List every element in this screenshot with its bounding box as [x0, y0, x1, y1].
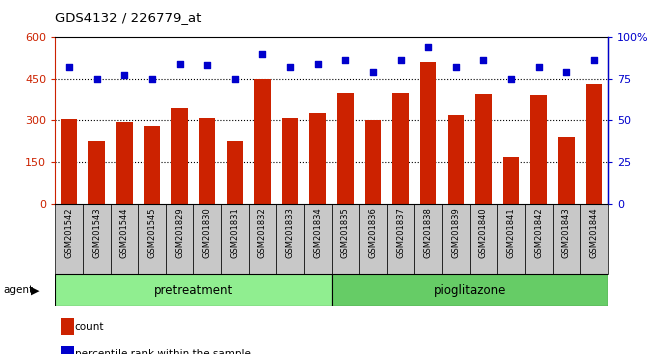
Text: GSM201844: GSM201844 — [590, 207, 599, 258]
Text: GSM201831: GSM201831 — [230, 207, 239, 258]
Bar — [530, 96, 547, 204]
Bar — [309, 113, 326, 204]
Text: percentile rank within the sample: percentile rank within the sample — [75, 349, 250, 354]
Bar — [447, 115, 464, 204]
Bar — [248, 204, 276, 274]
Text: GSM201832: GSM201832 — [258, 207, 267, 258]
Bar — [254, 79, 271, 204]
Text: GSM201835: GSM201835 — [341, 207, 350, 258]
Bar — [172, 108, 188, 204]
Bar — [497, 204, 525, 274]
Bar — [359, 204, 387, 274]
Point — [174, 61, 185, 67]
Text: count: count — [75, 321, 104, 332]
Text: GSM201843: GSM201843 — [562, 207, 571, 258]
Bar — [116, 122, 133, 204]
Text: GSM201829: GSM201829 — [175, 207, 184, 258]
Bar — [55, 274, 332, 306]
Text: GSM201545: GSM201545 — [148, 207, 157, 258]
Bar — [144, 126, 161, 204]
Point — [147, 76, 157, 81]
Text: GSM201842: GSM201842 — [534, 207, 543, 258]
Text: GSM201834: GSM201834 — [313, 207, 322, 258]
Point — [589, 58, 599, 63]
Point — [285, 64, 295, 70]
Point — [506, 76, 516, 81]
Bar — [337, 93, 354, 204]
Text: GSM201840: GSM201840 — [479, 207, 488, 258]
Text: GSM201838: GSM201838 — [424, 207, 433, 258]
Bar — [55, 204, 83, 274]
Bar — [138, 204, 166, 274]
Bar — [221, 204, 248, 274]
Bar — [281, 118, 298, 204]
Bar — [392, 93, 409, 204]
Text: GSM201841: GSM201841 — [506, 207, 515, 258]
Text: GSM201542: GSM201542 — [64, 207, 73, 258]
Text: GSM201836: GSM201836 — [369, 207, 378, 258]
Point — [119, 73, 129, 78]
Point — [202, 63, 213, 68]
Bar — [88, 141, 105, 204]
Bar — [61, 119, 77, 204]
Bar — [332, 204, 359, 274]
Bar — [475, 94, 491, 204]
Point — [229, 76, 240, 81]
Point — [64, 64, 74, 70]
Point — [450, 64, 461, 70]
Text: GSM201839: GSM201839 — [451, 207, 460, 258]
Bar — [387, 204, 415, 274]
Bar — [61, 318, 74, 335]
Text: pioglitazone: pioglitazone — [434, 284, 506, 297]
Point — [478, 58, 489, 63]
Text: GSM201833: GSM201833 — [285, 207, 294, 258]
Bar — [442, 204, 469, 274]
Point — [368, 69, 378, 75]
Point — [534, 64, 544, 70]
Bar — [199, 118, 216, 204]
Bar — [194, 204, 221, 274]
Point — [313, 61, 323, 67]
Point — [257, 51, 268, 57]
Text: pretreatment: pretreatment — [154, 284, 233, 297]
Text: GDS4132 / 226779_at: GDS4132 / 226779_at — [55, 11, 201, 24]
Bar — [365, 120, 381, 204]
Bar — [586, 84, 602, 204]
Bar — [227, 141, 243, 204]
Bar — [276, 204, 304, 274]
Bar — [83, 204, 111, 274]
Bar — [580, 204, 608, 274]
Bar — [552, 204, 580, 274]
Text: GSM201544: GSM201544 — [120, 207, 129, 258]
Bar — [111, 204, 138, 274]
Bar — [166, 204, 194, 274]
Text: GSM201837: GSM201837 — [396, 207, 405, 258]
Bar — [61, 346, 74, 354]
Bar — [415, 204, 442, 274]
Text: GSM201543: GSM201543 — [92, 207, 101, 258]
Bar — [503, 157, 519, 204]
Bar — [558, 137, 575, 204]
Point — [340, 58, 350, 63]
Bar — [469, 204, 497, 274]
Text: agent: agent — [3, 285, 33, 295]
Bar — [332, 274, 608, 306]
Point — [92, 76, 102, 81]
Bar — [304, 204, 332, 274]
Point — [561, 69, 571, 75]
Point — [423, 44, 434, 50]
Text: ▶: ▶ — [31, 285, 40, 295]
Text: GSM201830: GSM201830 — [203, 207, 212, 258]
Bar — [420, 62, 437, 204]
Point — [395, 58, 406, 63]
Bar — [525, 204, 552, 274]
